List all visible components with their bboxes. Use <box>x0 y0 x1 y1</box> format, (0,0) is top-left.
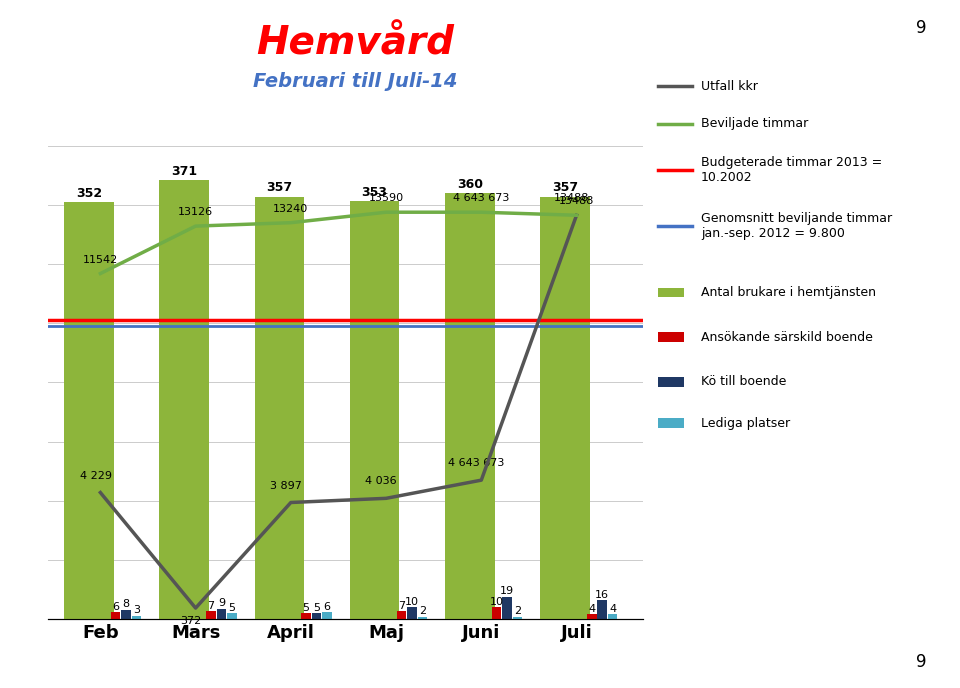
Text: 13240: 13240 <box>274 204 308 214</box>
Text: 13590: 13590 <box>369 193 403 203</box>
Text: 4 229: 4 229 <box>80 471 111 481</box>
Bar <box>445 193 494 619</box>
Text: 3 897: 3 897 <box>270 480 302 491</box>
Text: 9: 9 <box>916 19 926 37</box>
Text: Kö till boende: Kö till boende <box>701 376 786 388</box>
Bar <box>254 197 304 619</box>
Bar <box>64 202 113 619</box>
Bar <box>492 608 501 619</box>
Text: 352: 352 <box>76 187 102 200</box>
Text: 13488: 13488 <box>554 193 589 203</box>
Text: 2: 2 <box>514 607 521 616</box>
Text: Budgeterade timmar 2013 =
10.2002: Budgeterade timmar 2013 = 10.2002 <box>701 156 882 184</box>
Bar <box>608 614 617 619</box>
Bar <box>349 202 399 619</box>
Text: 6: 6 <box>324 602 330 612</box>
Bar <box>418 617 427 619</box>
Text: Lediga platser: Lediga platser <box>701 417 790 429</box>
Text: Genomsnitt beviljande timmar
jan.-sep. 2012 = 9.800: Genomsnitt beviljande timmar jan.-sep. 2… <box>701 212 892 239</box>
Text: 357: 357 <box>266 181 293 194</box>
Text: 372: 372 <box>180 616 202 626</box>
Bar <box>132 616 141 619</box>
Text: 9: 9 <box>218 598 225 608</box>
Bar <box>396 611 406 619</box>
Bar <box>513 617 522 619</box>
Text: 353: 353 <box>362 186 388 199</box>
Bar <box>206 611 216 619</box>
Bar <box>159 180 209 619</box>
Bar <box>587 614 596 619</box>
Text: 16: 16 <box>595 590 610 600</box>
Bar <box>540 197 589 619</box>
Text: 10: 10 <box>490 597 504 607</box>
Text: 4: 4 <box>588 604 595 614</box>
Text: 4 036: 4 036 <box>366 476 397 486</box>
Text: 11542: 11542 <box>83 255 118 265</box>
Text: 371: 371 <box>171 164 197 178</box>
Text: 4 643 673: 4 643 673 <box>448 458 505 468</box>
Text: 9: 9 <box>916 653 926 671</box>
Text: 2: 2 <box>419 607 426 616</box>
Bar <box>301 613 311 619</box>
Text: 4 643 673: 4 643 673 <box>453 193 510 203</box>
Text: Antal brukare i hemtjänsten: Antal brukare i hemtjänsten <box>701 286 876 299</box>
Text: 19: 19 <box>500 586 515 596</box>
Text: Utfall kkr: Utfall kkr <box>701 80 757 92</box>
Bar <box>217 609 227 619</box>
Text: Hemvård: Hemvård <box>256 24 454 62</box>
Bar <box>227 613 236 619</box>
Bar <box>502 596 512 619</box>
Text: 360: 360 <box>457 178 483 191</box>
Bar <box>323 612 332 619</box>
Text: 10: 10 <box>405 597 419 607</box>
Text: Februari till Juli-14: Februari till Juli-14 <box>252 72 458 92</box>
Text: 13488: 13488 <box>559 196 594 206</box>
Text: 7: 7 <box>207 601 214 610</box>
Text: 5: 5 <box>313 603 320 613</box>
Bar <box>110 612 120 619</box>
Text: 13126: 13126 <box>178 207 213 217</box>
Text: 3: 3 <box>133 605 140 615</box>
Bar <box>597 600 607 619</box>
Text: 5: 5 <box>228 603 235 613</box>
Bar <box>407 608 417 619</box>
Text: 4: 4 <box>610 604 616 614</box>
Text: Beviljade timmar: Beviljade timmar <box>701 118 808 130</box>
Text: 357: 357 <box>552 181 578 194</box>
Text: 8: 8 <box>123 599 130 610</box>
Bar <box>121 610 131 619</box>
Text: 6: 6 <box>112 602 119 612</box>
Text: Ansökande särskild boende: Ansökande särskild boende <box>701 331 873 343</box>
Bar <box>312 613 322 619</box>
Text: 5: 5 <box>302 603 309 613</box>
Text: 7: 7 <box>397 601 405 610</box>
